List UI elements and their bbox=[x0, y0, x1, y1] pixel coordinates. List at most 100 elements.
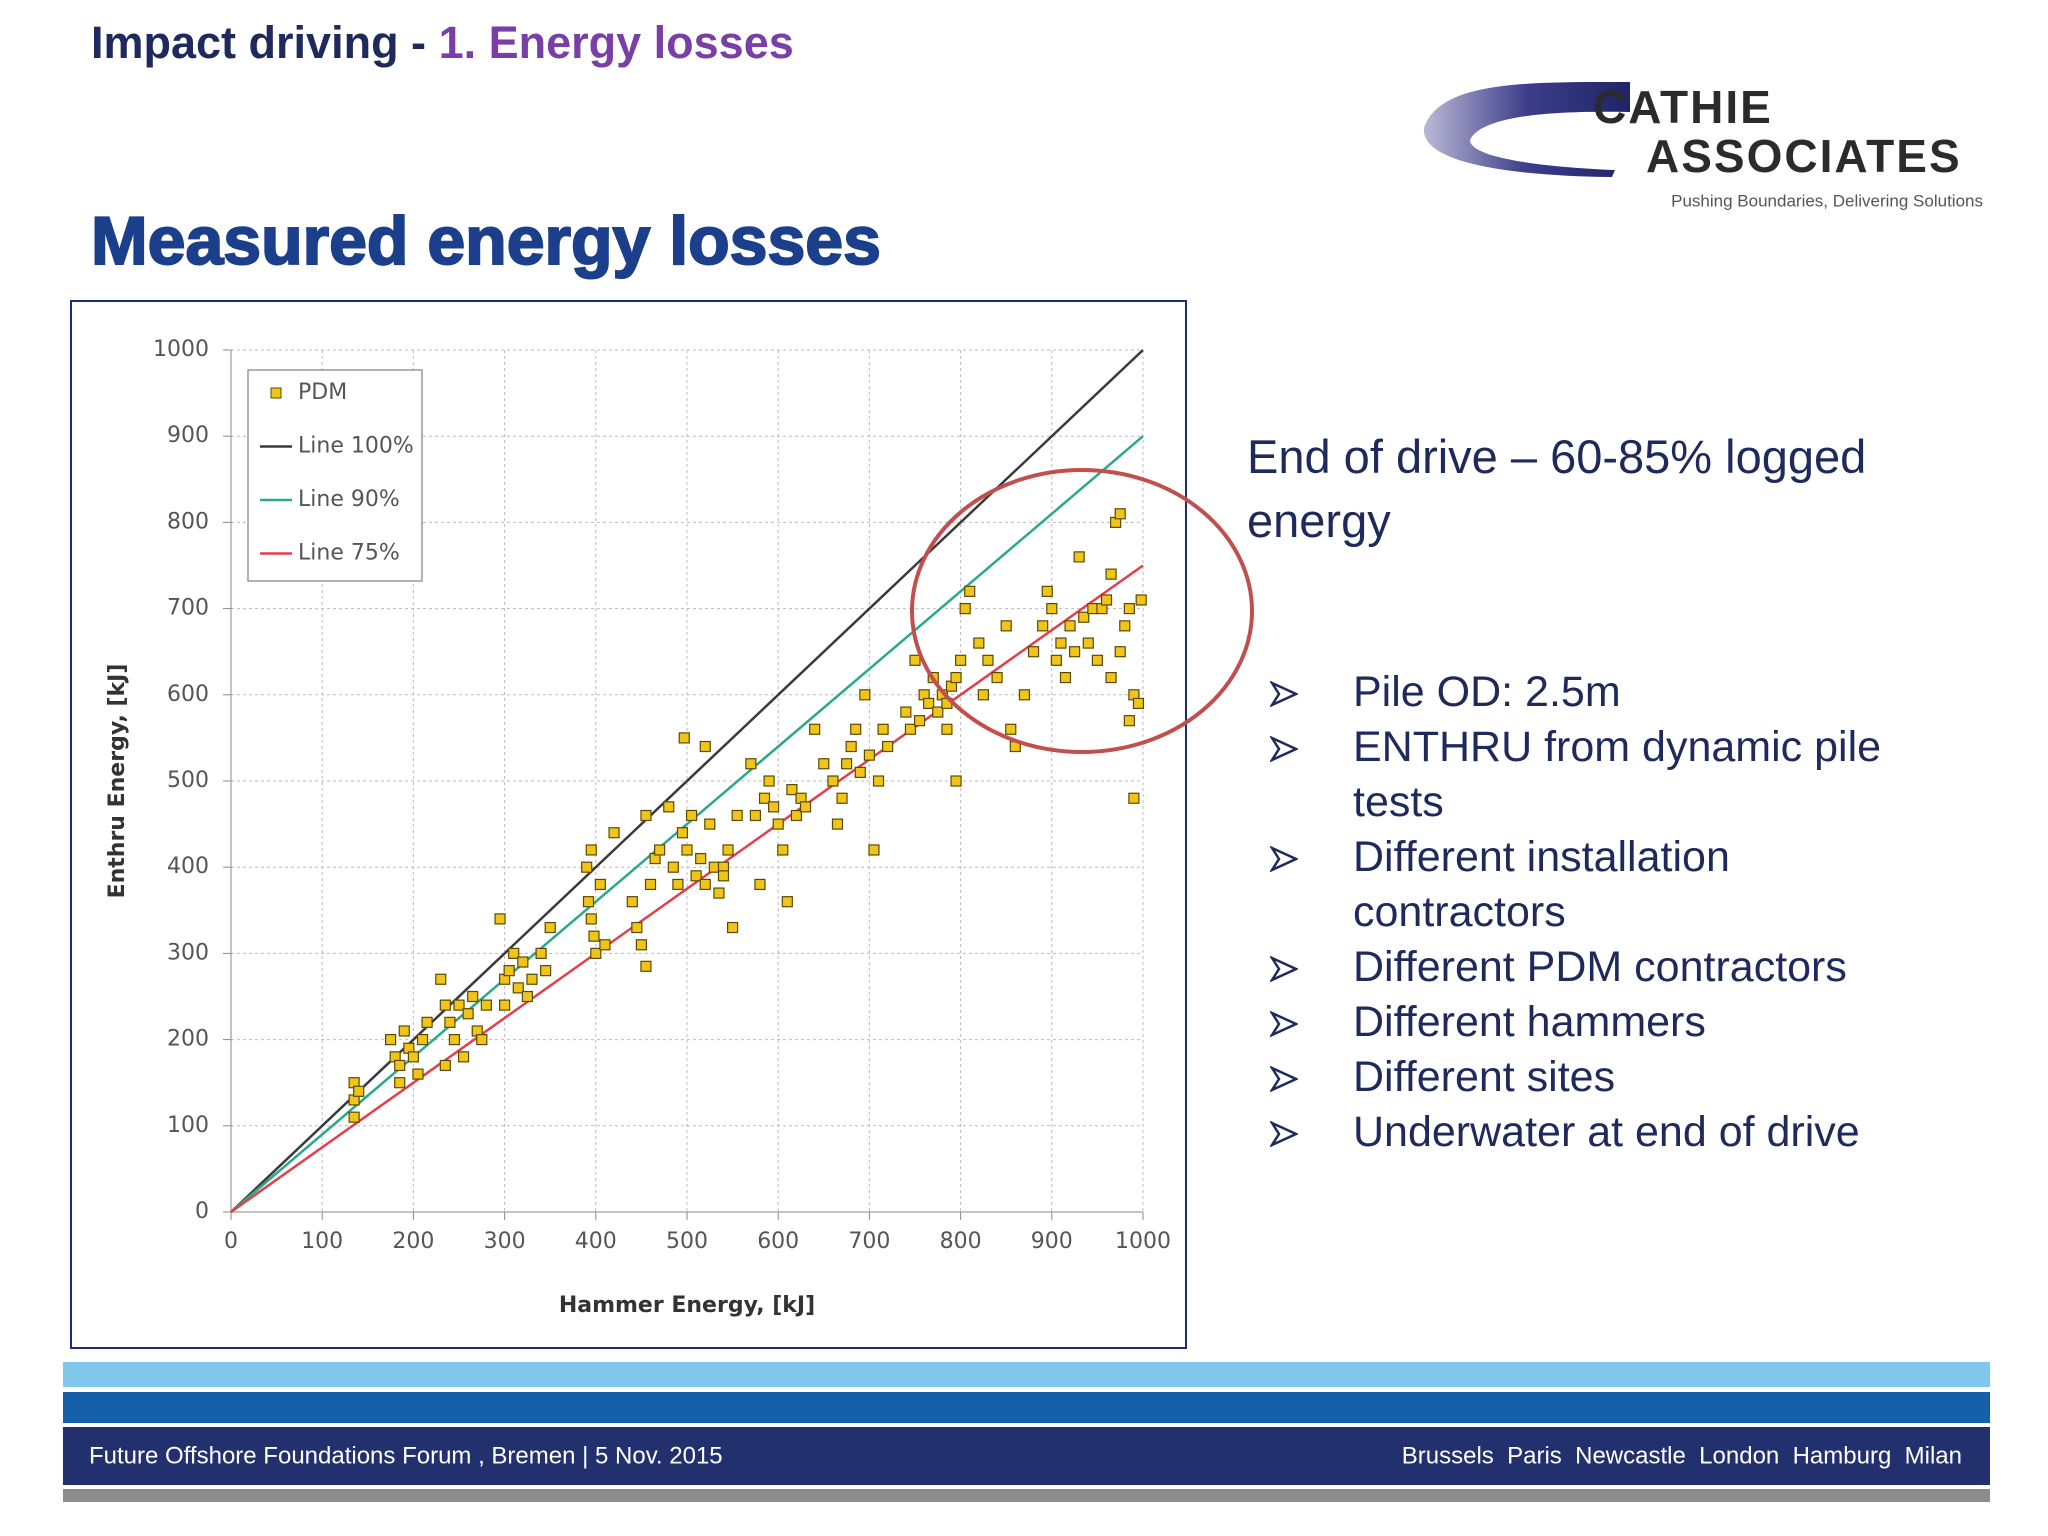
data-point bbox=[631, 921, 643, 934]
x-tick-label: 500 bbox=[666, 1229, 708, 1254]
data-point bbox=[977, 689, 990, 701]
data-point bbox=[722, 844, 734, 856]
data-point bbox=[1135, 594, 1147, 606]
data-point bbox=[1037, 620, 1049, 632]
data-point bbox=[544, 921, 556, 934]
bullet: Different installation contractors bbox=[1270, 830, 1898, 940]
y-tick-label: 1000 bbox=[153, 337, 209, 362]
data-point bbox=[526, 973, 538, 985]
data-point bbox=[416, 1033, 429, 1046]
data-point bbox=[859, 689, 871, 701]
data-point bbox=[1105, 568, 1117, 580]
footer-left: Future Offshore Foundations Forum , Brem… bbox=[89, 1442, 723, 1469]
data-point bbox=[923, 697, 935, 710]
data-point bbox=[494, 913, 506, 925]
data-point bbox=[1005, 723, 1017, 735]
data-point bbox=[353, 1085, 365, 1097]
footer-band-mid bbox=[63, 1392, 1990, 1423]
data-point bbox=[717, 870, 730, 882]
highlight-circle bbox=[910, 468, 1254, 754]
data-point bbox=[1050, 654, 1062, 666]
bullet-arrow bbox=[1270, 846, 1298, 872]
data-point bbox=[394, 1059, 406, 1072]
data-point bbox=[695, 852, 707, 865]
bullet-text: Different installation contractors bbox=[1353, 833, 1730, 936]
data-point bbox=[1100, 594, 1113, 606]
data-point bbox=[1087, 602, 1099, 615]
y-tick-label: 900 bbox=[167, 423, 209, 448]
data-point bbox=[827, 775, 839, 787]
data-point bbox=[809, 723, 821, 735]
data-point bbox=[950, 775, 962, 787]
bullet-arrow bbox=[1270, 1066, 1298, 1092]
data-point bbox=[398, 1025, 410, 1037]
y-tick-label: 300 bbox=[167, 940, 209, 965]
data-point bbox=[786, 784, 798, 796]
bullet-arrow bbox=[1270, 956, 1298, 982]
legend-label: Line 100% bbox=[298, 434, 414, 459]
series-line bbox=[230, 564, 1144, 1214]
x-tick-label: 200 bbox=[392, 1229, 434, 1254]
data-point bbox=[950, 671, 962, 684]
data-point bbox=[421, 1016, 433, 1028]
x-tick-label: 700 bbox=[848, 1229, 890, 1254]
data-point bbox=[913, 715, 926, 727]
footer-band bbox=[63, 1427, 1990, 1485]
data-point bbox=[877, 723, 889, 735]
data-point bbox=[818, 758, 830, 770]
data-point bbox=[626, 896, 638, 908]
data-point bbox=[467, 990, 479, 1003]
data-point bbox=[457, 1051, 470, 1063]
legend-label: Line 75% bbox=[298, 541, 400, 566]
x-tick-label: 800 bbox=[940, 1229, 982, 1254]
y-tick-label: 800 bbox=[167, 509, 209, 534]
data-point bbox=[640, 960, 652, 972]
logo-swoosh bbox=[1423, 81, 1630, 177]
x-tick-label: 100 bbox=[301, 1229, 343, 1254]
data-point bbox=[685, 809, 698, 822]
series-line bbox=[230, 435, 1144, 1213]
data-point bbox=[754, 878, 766, 891]
bullet-arrow bbox=[1270, 1011, 1298, 1037]
data-point bbox=[941, 723, 953, 735]
title-sub: 1. Energy losses bbox=[439, 17, 794, 68]
x-axis-title: Hammer Energy, [kJ] bbox=[559, 1293, 815, 1318]
data-point bbox=[1000, 620, 1012, 632]
x-tick-label: 1000 bbox=[1115, 1229, 1171, 1254]
bullet-arrow bbox=[1270, 736, 1298, 762]
data-point bbox=[535, 947, 547, 960]
data-point bbox=[863, 749, 876, 761]
legend-label: Line 90% bbox=[298, 487, 400, 512]
data-point bbox=[412, 1068, 424, 1080]
chart: 0 100 200 300 400 500 600 700 800 900 1000 0 100 200 3… bbox=[105, 337, 1171, 1318]
data-point bbox=[1114, 646, 1126, 658]
data-point bbox=[982, 654, 994, 666]
data-point bbox=[453, 999, 465, 1011]
bullet: Different sites bbox=[1270, 1050, 1898, 1105]
data-point bbox=[644, 878, 657, 891]
data-point bbox=[444, 1016, 456, 1028]
bullet-arrow bbox=[1270, 681, 1298, 707]
data-point bbox=[868, 844, 880, 856]
data-point bbox=[594, 878, 606, 891]
logo-line1: CATHIE bbox=[1593, 81, 1773, 133]
legend-marker bbox=[270, 387, 282, 399]
y-tick-label: 200 bbox=[167, 1027, 209, 1052]
data-point bbox=[745, 758, 757, 770]
data-point bbox=[676, 827, 689, 839]
data-point bbox=[1123, 602, 1135, 615]
data-point bbox=[1082, 637, 1094, 649]
x-tick-label: 300 bbox=[484, 1229, 526, 1254]
bullet-text: Different hammers bbox=[1353, 998, 1706, 1046]
logo-tagline: Pushing Boundaries, Delivering Solutions bbox=[1671, 191, 1983, 210]
y-axis-title: Enthru Energy, [kJ] bbox=[105, 664, 130, 899]
y-tick-label: 700 bbox=[167, 596, 209, 621]
data-point bbox=[667, 861, 679, 873]
data-point bbox=[909, 654, 921, 666]
data-point bbox=[699, 878, 711, 891]
x-tick-label: 0 bbox=[224, 1229, 238, 1254]
data-point bbox=[394, 1077, 406, 1089]
data-point bbox=[1018, 689, 1031, 701]
